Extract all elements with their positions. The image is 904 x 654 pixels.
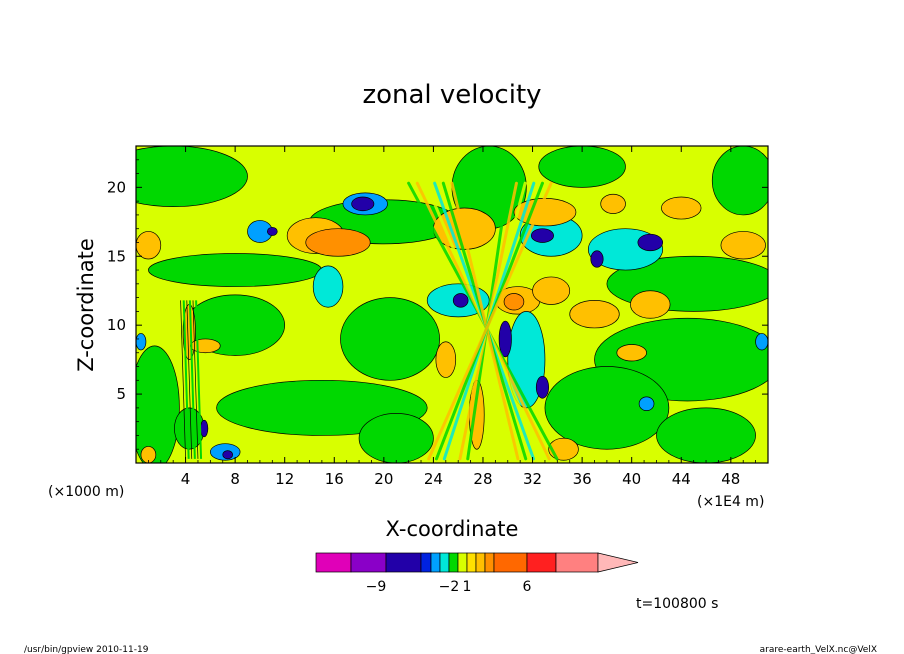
wave-stripe — [182, 300, 190, 459]
x-tick-label: 8 — [230, 470, 240, 488]
contour-blob — [535, 375, 550, 399]
contour-blob — [351, 196, 375, 212]
footer-left: /usr/bin/gpview 2010-11-19 — [24, 645, 149, 654]
x-tick-label: 32 — [523, 470, 542, 488]
colorbar: −9 −2 1 6 — [315, 552, 639, 595]
green-region — [136, 146, 248, 207]
wave-stripe — [188, 300, 196, 459]
x-tick-label: 4 — [181, 470, 191, 488]
y-tick-label: 15 — [107, 247, 126, 265]
colorbar-swatch — [315, 552, 352, 573]
contour-blob — [267, 226, 278, 236]
colorbar-swatch — [430, 552, 441, 573]
contour-blob — [435, 341, 457, 378]
contour-blob — [452, 293, 469, 308]
x-tick-label: 16 — [325, 470, 344, 488]
x-tick-label: 48 — [721, 470, 740, 488]
contour-blob — [140, 446, 157, 463]
wave-stripe — [195, 300, 203, 459]
contour-blob — [616, 344, 647, 362]
x-tick-label: 20 — [374, 470, 393, 488]
colorbar-swatch — [475, 552, 486, 573]
wave-stripe — [186, 300, 193, 459]
contour-blob — [190, 338, 221, 354]
colorbar-extension — [597, 552, 639, 573]
contour-blob — [305, 228, 371, 257]
colorbar-swatch — [493, 552, 528, 573]
green-region — [358, 413, 434, 463]
contour-blob — [136, 231, 162, 260]
green-region — [340, 297, 440, 381]
colorbar-swatch — [448, 552, 459, 573]
x-axis-label: X-coordinate — [386, 517, 519, 541]
contour-blob — [590, 250, 604, 268]
colorbar-label: −9 — [366, 579, 387, 595]
footer-right: arare-earth_VelX.nc@VelX — [760, 645, 877, 654]
contour-blob — [222, 450, 234, 460]
colorbar-swatch — [350, 552, 387, 573]
y-tick-label: 5 — [116, 385, 126, 403]
x-unit-label: (×1E4 m) — [697, 494, 764, 510]
contour-blob — [755, 333, 768, 351]
x-tick-label: 36 — [573, 470, 592, 488]
x-tick-label: 12 — [275, 470, 294, 488]
colorbar-swatch — [555, 552, 599, 573]
x-tick-label: 44 — [672, 470, 691, 488]
plot-frame — [135, 145, 769, 464]
contour-blob — [600, 193, 626, 214]
green-region — [656, 407, 756, 463]
y-axis-label: Z-coordinate — [74, 238, 98, 372]
contour-blob — [661, 196, 702, 220]
wave-stripes — [180, 181, 559, 461]
colorbar-swatch — [466, 552, 477, 573]
time-label: t=100800 s — [636, 596, 718, 612]
wave-stripe — [180, 300, 186, 459]
contour-blob — [637, 233, 664, 252]
wave-stripe — [450, 181, 520, 461]
contour-blob — [720, 231, 766, 260]
colorbar-swatch — [457, 552, 468, 573]
colorbar-swatch — [385, 552, 422, 573]
contour-blob — [503, 293, 525, 311]
contour-field — [136, 146, 768, 463]
green-region — [148, 253, 323, 287]
contour-blob — [530, 228, 554, 243]
green-region — [711, 146, 768, 216]
x-axis-ticks: 4 8 12 16 20 24 28 32 36 40 44 48 — [147, 146, 757, 488]
colorbar-label: −2 — [439, 579, 460, 595]
colorbar-swatch — [526, 552, 557, 573]
contour-blob — [569, 300, 620, 329]
x-tick-label: 28 — [473, 470, 492, 488]
x-tick-label: 24 — [424, 470, 443, 488]
y-axis-ticks: 5 10 15 20 — [107, 159, 768, 450]
y-tick-label: 10 — [107, 316, 126, 334]
green-region — [538, 146, 626, 188]
chart-title: zonal velocity — [362, 80, 541, 110]
green-region — [136, 345, 180, 463]
contour-blob — [312, 265, 344, 308]
contour-blobs — [136, 192, 768, 463]
contour-blob — [532, 276, 571, 305]
green-region — [544, 366, 670, 450]
contour-blob — [136, 333, 147, 351]
contour-blob — [630, 290, 671, 319]
colorbar-swatch — [439, 552, 450, 573]
contour-blob — [498, 320, 512, 358]
contour-blob — [638, 396, 655, 411]
y-unit-label: (×1000 m) — [48, 484, 124, 500]
x-tick-label: 40 — [622, 470, 641, 488]
colorbar-swatch — [420, 552, 432, 573]
green-regions — [136, 146, 768, 463]
wave-stripe — [192, 300, 199, 459]
y-tick-label: 20 — [107, 178, 126, 196]
colorbar-swatch — [484, 552, 495, 573]
wave-stripe — [427, 181, 553, 461]
colorbar-label: 1 — [463, 579, 472, 595]
contour-blob — [200, 419, 209, 438]
colorbar-label: 6 — [523, 579, 532, 595]
